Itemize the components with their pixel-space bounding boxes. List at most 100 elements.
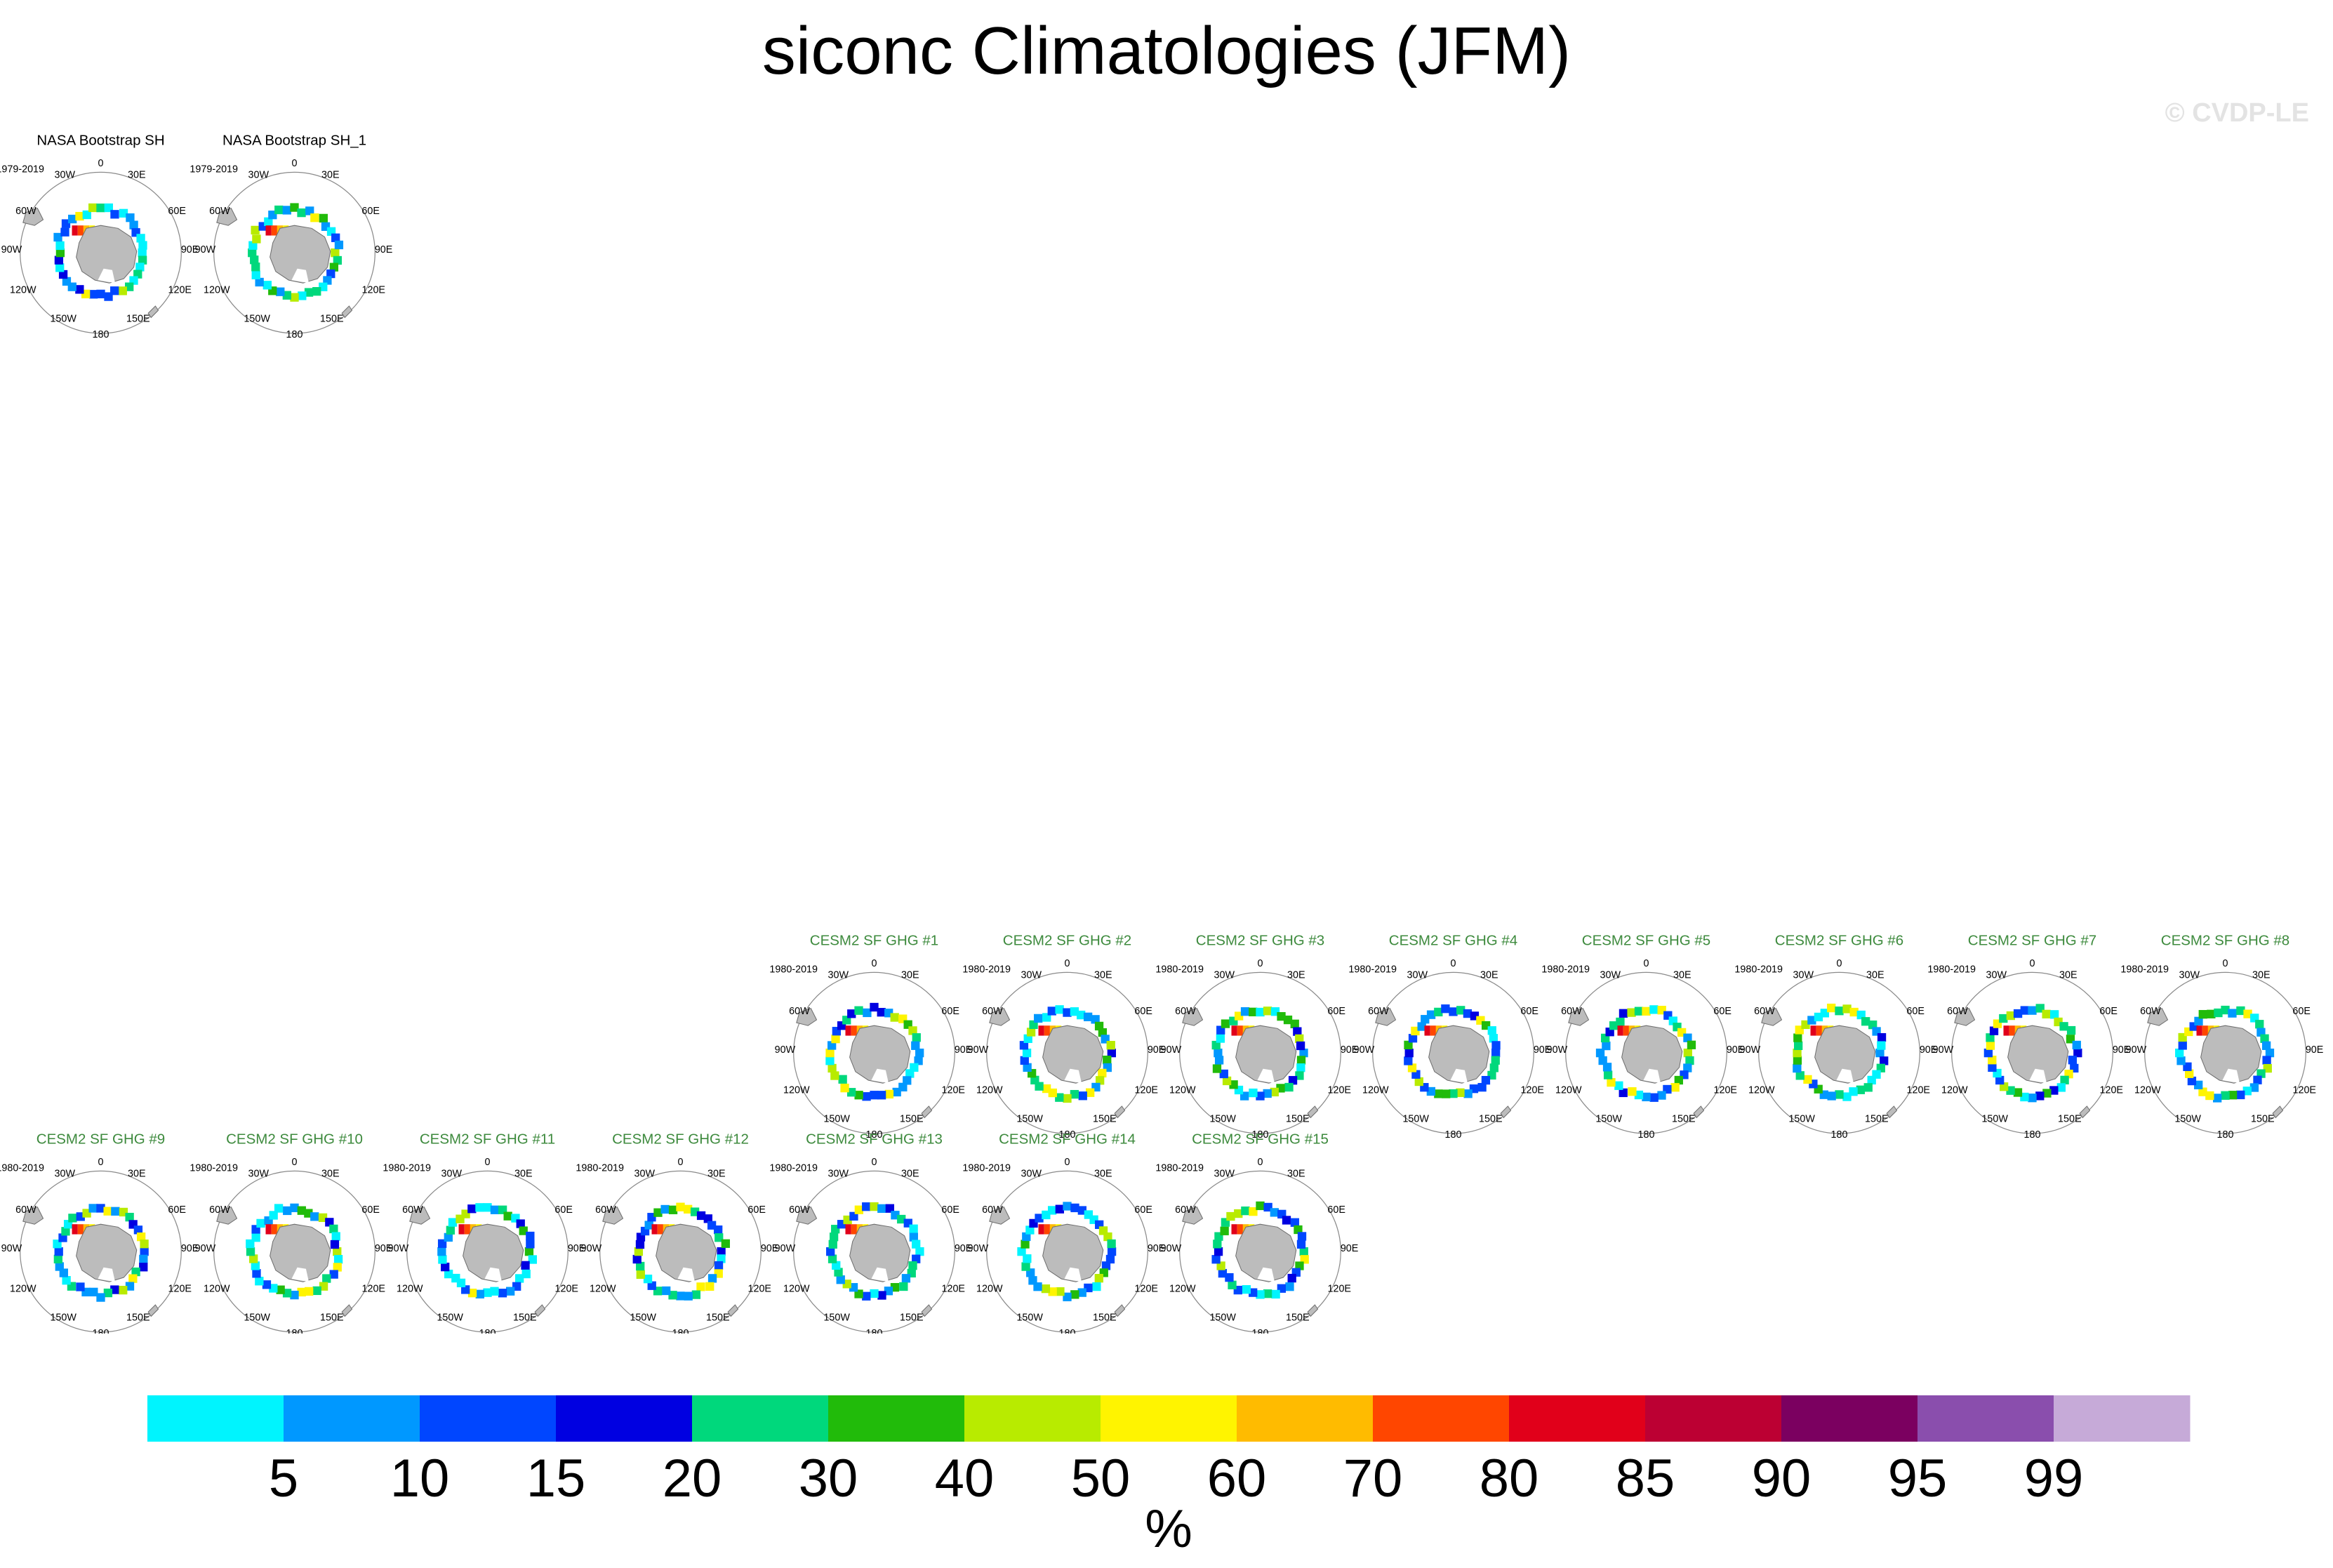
colorbar-tick-label: 5 [269, 1449, 298, 1508]
ice-concentration-cell [1225, 1273, 1234, 1282]
ice-concentration-cell [2265, 1049, 2275, 1058]
ice-concentration-cell [264, 217, 273, 227]
ice-concentration-cell [653, 1208, 663, 1217]
ice-concentration-cell [2006, 1086, 2015, 1095]
map-boundary-circle [20, 1170, 182, 1333]
ice-concentration-cell [825, 1056, 835, 1065]
new-zealand-landmass [1307, 1304, 1319, 1317]
colorbar-tick-label: 90 [1752, 1449, 1812, 1508]
longitude-label: 180 [866, 1328, 883, 1334]
ice-concentration-cell [1619, 1088, 1628, 1098]
map-panel: CESM2 SF GHG #7 1980-2019 0 30W 30E 60W 60E 90W… [1927, 932, 2130, 1141]
ice-concentration-cell [1404, 1049, 1414, 1058]
longitude-label: 150W [823, 1114, 850, 1125]
longitude-label: 180 [1831, 1129, 1848, 1141]
longitude-label: 90E [1341, 1044, 1359, 1056]
ice-concentration-cell [1055, 1204, 1064, 1214]
longitude-label: 30E [1866, 970, 1885, 981]
map-boundary-circle [599, 1170, 762, 1333]
ice-concentration-cell [1491, 1056, 1500, 1065]
ice-concentration-cell [1263, 1006, 1272, 1016]
ice-concentration-cell [676, 1291, 685, 1301]
colorbar-swatch [420, 1395, 557, 1442]
ice-concentration-cell [2000, 1082, 2009, 1091]
longitude-label: 60W [1368, 1006, 1389, 1017]
ice-concentration-cell [136, 1233, 146, 1242]
ice-concentration-cell [475, 1289, 484, 1298]
panel-period: 1980-2019 [576, 1162, 624, 1174]
ice-concentration-cell [1986, 1033, 1995, 1042]
ice-concentration-cell [1290, 1218, 1300, 1227]
longitude-label: 60W [2140, 1006, 2161, 1017]
ice-concentration-cell [128, 1274, 138, 1283]
ice-concentration-cell [826, 1247, 835, 1256]
new-zealand-landmass [147, 1304, 159, 1317]
new-zealand-landmass [1307, 1105, 1319, 1119]
longitude-label: 90W [968, 1044, 989, 1056]
south-america-landmass [1568, 1007, 1590, 1026]
ice-concentration-cell [1106, 1041, 1115, 1050]
ice-concentration-cell [846, 1088, 856, 1097]
ice-concentration-cell [2072, 1040, 2081, 1050]
ice-concentration-cell [448, 1218, 458, 1227]
ice-concentration-cell [1211, 1255, 1221, 1264]
ice-concentration-cell [643, 1274, 653, 1284]
ross-ice-shelf [1450, 1068, 1468, 1084]
longitude-label: 0 [1644, 958, 1649, 969]
longitude-label: 30W [1214, 970, 1235, 981]
longitude-label: 60W [209, 206, 230, 217]
ice-concentration-cell [2243, 1009, 2252, 1018]
ice-concentration-cell [464, 1224, 470, 1235]
ice-concentration-cell [1295, 1071, 1304, 1080]
south-america-landmass [1954, 1007, 1976, 1026]
ice-concentration-cell [329, 1270, 338, 1279]
ice-concentration-cell [96, 289, 105, 299]
south-america-landmass [989, 1206, 1011, 1225]
colorbar-tick-label: 85 [1616, 1449, 1675, 1508]
longitude-label: 120W [976, 1284, 1003, 1295]
south-america-landmass [796, 1007, 818, 1026]
longitude-label: 120E [168, 1284, 192, 1295]
ice-concentration-cell [717, 1247, 726, 1256]
ice-concentration-cell [72, 1224, 78, 1235]
map-panel: CESM2 SF GHG #15 1980-2019 0 30W 30E 60W 60E 90… [1155, 1131, 1358, 1334]
ice-concentration-cell [125, 1212, 134, 1222]
ice-concentration-cell [251, 225, 260, 235]
longitude-label: 60E [1906, 1006, 1925, 1017]
map-boundary-circle [213, 171, 375, 334]
south-america-landmass [1182, 1206, 1204, 1225]
longitude-label: 60W [595, 1204, 616, 1216]
ice-concentration-cell [252, 234, 261, 244]
longitude-label: 90W [1547, 1044, 1568, 1056]
longitude-label: 150W [1981, 1114, 2008, 1125]
ice-concentration-cell [1044, 1224, 1050, 1235]
longitude-label: 120E [555, 1284, 579, 1295]
ross-ice-shelf [1064, 1267, 1082, 1282]
longitude-label: 180 [93, 329, 109, 340]
ice-concentration-cell [2260, 1034, 2269, 1043]
longitude-label: 30W [1986, 970, 2007, 981]
ice-concentration-cell [521, 1261, 530, 1270]
ice-concentration-cell [282, 1289, 292, 1298]
ross-ice-shelf [1643, 1068, 1661, 1084]
ice-concentration-cell [1835, 1006, 1844, 1016]
ice-concentration-cell [890, 1013, 899, 1022]
longitude-label: 0 [2030, 958, 2035, 969]
colorbar-tick-label: 70 [1343, 1449, 1403, 1508]
longitude-label: 120E [168, 285, 192, 296]
ice-concentration-cell [877, 1008, 886, 1017]
longitude-label: 60E [361, 206, 380, 217]
ice-concentration-cell [2221, 1005, 2230, 1015]
ice-concentration-cell [1300, 1255, 1309, 1264]
ice-concentration-cell [832, 1261, 841, 1270]
ice-concentration-cell [1642, 1006, 1651, 1016]
ice-concentration-cell [1055, 1005, 1064, 1014]
longitude-label: 30W [55, 1169, 76, 1180]
ice-concentration-cell [1842, 1092, 1852, 1101]
map-panel: CESM2 SF GHG #4 1980-2019 0 30W 30E 60W 60E 90W… [1348, 932, 1551, 1141]
ice-concentration-cell [717, 1254, 726, 1263]
ice-concentration-cell [1296, 1056, 1306, 1065]
ice-concentration-cell [870, 1202, 879, 1211]
ice-concentration-cell [1867, 1075, 1876, 1085]
ice-concentration-cell [96, 1293, 105, 1302]
